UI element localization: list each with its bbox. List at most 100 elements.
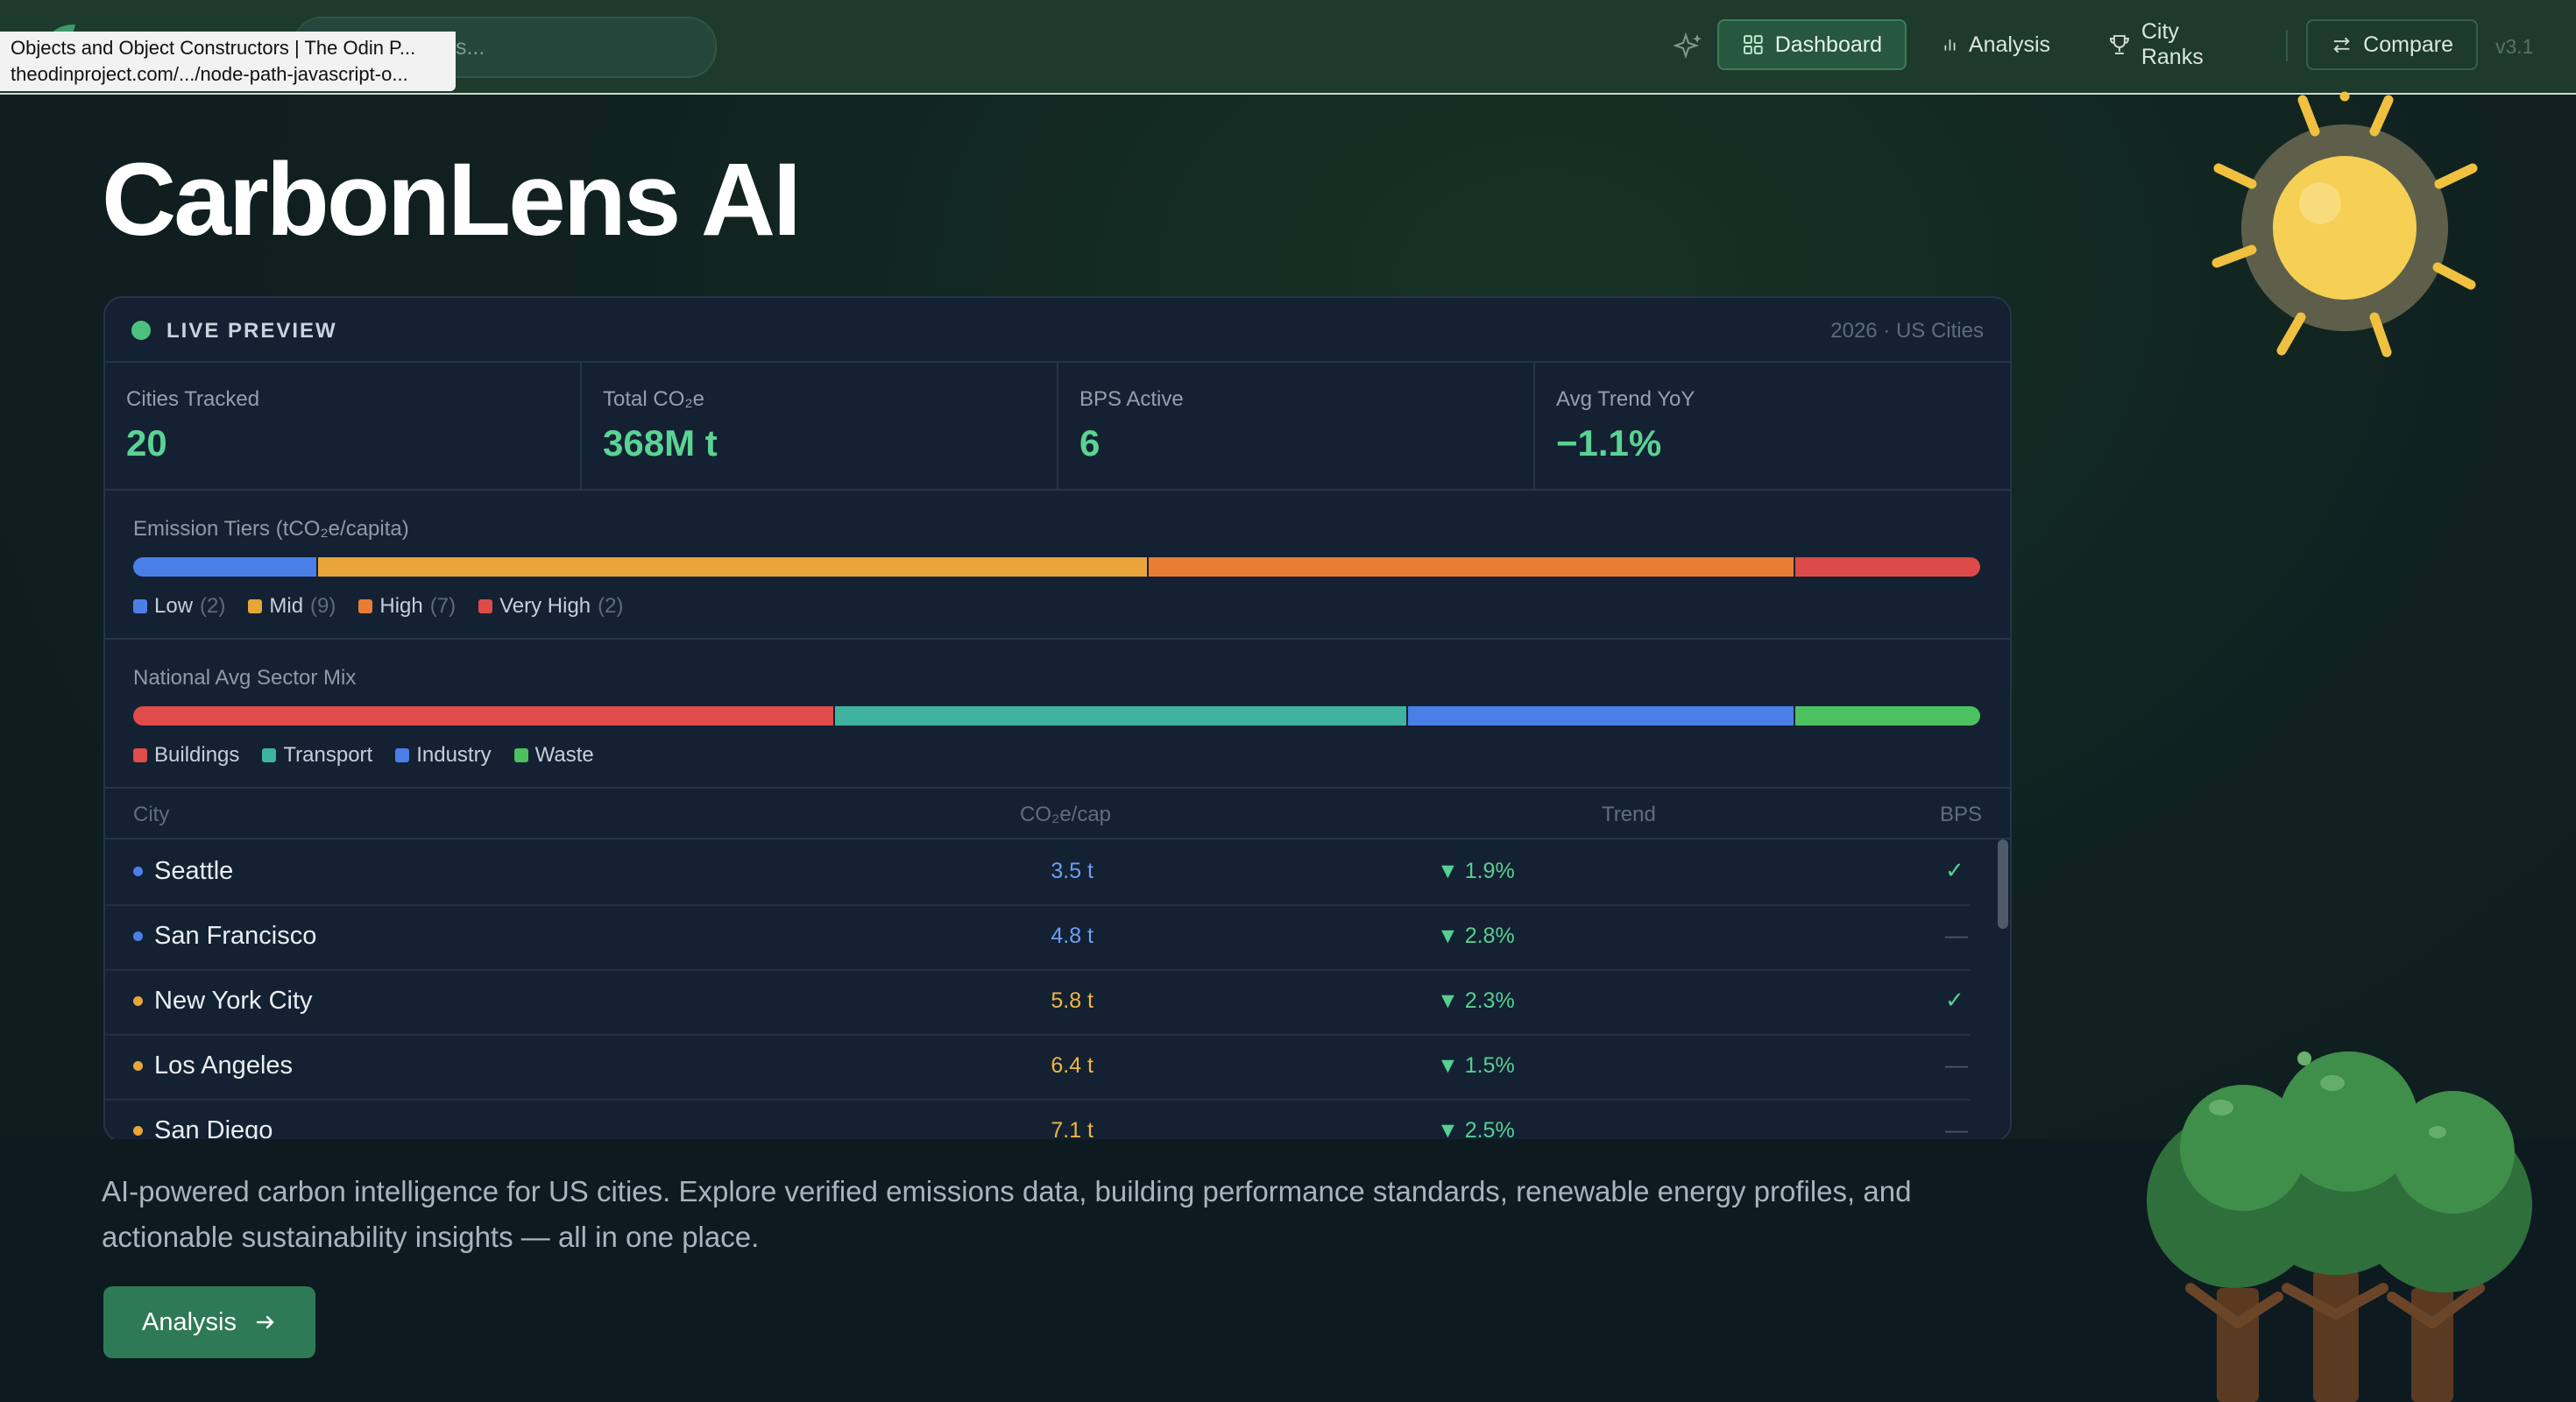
legend-label: Waste <box>534 743 594 767</box>
bps-status: — <box>1945 1116 1968 1143</box>
sector-mix-label: National Avg Sector Mix <box>133 666 357 690</box>
legend-item: Buildings <box>133 743 239 768</box>
stat-label: Cities Tracked <box>126 387 260 411</box>
nav-compare-label: Compare <box>2363 32 2453 57</box>
stat-total-co2e: Total CO₂e 368M t <box>582 361 1058 489</box>
tier-dot <box>133 1061 143 1071</box>
stat-value: 368M t <box>603 422 718 464</box>
bps-status: ✓ <box>1945 857 1964 883</box>
tier-dot <box>133 1126 143 1136</box>
legend-item: Very High (2) <box>478 594 624 619</box>
legend-swatch <box>395 748 410 762</box>
nav-compare-button[interactable]: Compare <box>2306 19 2478 70</box>
stat-label: BPS Active <box>1079 387 1184 411</box>
nav-dashboard-button[interactable]: Dashboard <box>1717 19 1907 70</box>
legend-item: High (7) <box>358 594 456 619</box>
co2e-per-capita: 5.8 t <box>1051 988 1093 1013</box>
legend-swatch <box>262 748 277 762</box>
version-label: v3.1 <box>2495 35 2534 58</box>
bar-segment-very-high <box>1795 557 1980 577</box>
legend-swatch <box>478 599 493 613</box>
col-header-co2e-cap[interactable]: CO₂e/cap <box>1020 803 1112 826</box>
card-header: LIVE PREVIEW 2026 · US Cities <box>105 298 2010 363</box>
tooltip-url: theodinproject.com/.../node-path-javascr… <box>11 63 408 85</box>
legend-swatch <box>133 599 147 613</box>
bar-segment-industry <box>1407 706 1796 726</box>
nav-analysis-button[interactable]: Analysis <box>1919 19 2073 70</box>
bar-segment-high <box>1149 557 1796 577</box>
table-row[interactable]: San Francisco 4.8 t ▼ 2.8% — <box>105 904 1970 971</box>
col-header-city[interactable]: City <box>133 803 170 826</box>
stat-label: Total CO₂e <box>603 387 705 411</box>
grid-icon <box>1743 35 1763 54</box>
table-scrollbar[interactable] <box>1998 839 2008 929</box>
legend-swatch <box>133 748 147 762</box>
legend-label: Very High <box>499 594 591 618</box>
nav-analysis-label: Analysis <box>1968 32 2050 57</box>
nav-divider <box>2286 30 2288 61</box>
legend-label: Industry <box>416 743 492 767</box>
tooltip-title: Objects and Object Constructors | The Od… <box>11 37 416 59</box>
legend-label: Low <box>154 594 194 618</box>
sparkle-icon[interactable] <box>1674 32 1703 61</box>
stat-value: 20 <box>126 422 167 464</box>
stats-row: Cities Tracked 20 Total CO₂e 368M t BPS … <box>105 361 2010 491</box>
stat-bps-active: BPS Active 6 <box>1058 361 1535 489</box>
nav-city-ranks-label: City Ranks <box>2141 19 2204 69</box>
emission-tiers-label: Emission Tiers (tCO₂e/capita) <box>133 517 409 541</box>
swap-arrows-icon <box>2333 37 2350 53</box>
sun-illustration <box>2212 91 2478 358</box>
sector-mix-section: National Avg Sector Mix Buildings Transpo… <box>105 638 2010 789</box>
cta-label: Analysis <box>142 1307 237 1336</box>
tier-dot <box>133 996 143 1006</box>
bar-segment-mid <box>317 557 1150 577</box>
co2e-per-capita: 7.1 t <box>1051 1118 1093 1143</box>
stat-value: 6 <box>1079 422 1100 464</box>
city-name: New York City <box>154 987 313 1015</box>
table-row[interactable]: San Diego 7.1 t ▼ 2.5% — <box>105 1099 1970 1143</box>
hero-title: CarbonLens AI <box>102 142 802 258</box>
city-name: Seattle <box>154 857 234 885</box>
stat-cities-tracked: Cities Tracked 20 <box>105 361 582 489</box>
sector-mix-legend: Buildings Transport Industry Waste <box>133 743 594 768</box>
legend-item: Transport <box>262 743 372 768</box>
legend-swatch <box>513 748 528 762</box>
legend-count: (7) <box>429 594 456 618</box>
bar-segment-buildings <box>133 706 836 726</box>
nav-city-ranks-button[interactable]: City Ranks <box>2085 19 2269 70</box>
bps-status: ✓ <box>1945 987 1964 1013</box>
trend-value: ▼ 1.9% <box>1437 859 1515 883</box>
bps-status: — <box>1945 1052 1968 1078</box>
col-header-bps[interactable]: BPS <box>1940 803 1983 826</box>
trend-value: ▼ 2.5% <box>1437 1118 1515 1143</box>
legend-swatch <box>248 599 263 613</box>
city-name: San Francisco <box>154 922 317 950</box>
emission-tiers-section: Emission Tiers (tCO₂e/capita) Low (2) Mid(… <box>105 489 2010 640</box>
legend-count: (9) <box>310 594 336 618</box>
bar-chart-icon <box>1944 39 1956 51</box>
trend-value: ▼ 2.8% <box>1437 924 1515 948</box>
legend-label: High <box>379 594 423 618</box>
analysis-cta-button[interactable]: Analysis <box>103 1286 315 1358</box>
tier-dot <box>133 931 143 941</box>
table-row[interactable]: Seattle 3.5 t ▼ 1.9% ✓ <box>105 839 1970 906</box>
col-header-trend[interactable]: Trend <box>1602 803 1656 826</box>
hero-description: AI-powered carbon intelligence for US ci… <box>102 1175 1912 1253</box>
emission-tiers-legend: Low (2) Mid (9) High (7) Very High (2) <box>133 594 624 619</box>
table-row[interactable]: Los Angeles 6.4 t ▼ 1.5% — <box>105 1034 1970 1101</box>
bps-status: — <box>1945 922 1968 948</box>
table-row[interactable]: New York City 5.8 t ▼ 2.3% ✓ <box>105 969 1970 1036</box>
legend-count: (2) <box>200 594 226 618</box>
live-status-dot <box>131 321 151 340</box>
card-meta-label: 2026 · US Cities <box>1830 319 1984 343</box>
emission-tiers-bar <box>133 557 1980 577</box>
browser-tab-tooltip: Objects and Object Constructors | The Od… <box>0 32 456 91</box>
trend-value: ▼ 2.3% <box>1437 988 1515 1013</box>
nav-dashboard-label: Dashboard <box>1774 32 1882 57</box>
city-name: Los Angeles <box>154 1052 294 1080</box>
city-table-header: City CO₂e/cap Trend BPS <box>105 787 2010 839</box>
stat-value: −1.1% <box>1556 422 1662 464</box>
co2e-per-capita: 6.4 t <box>1051 1053 1093 1078</box>
legend-item: Mid (9) <box>248 594 336 619</box>
city-name: San Diego <box>154 1116 273 1143</box>
